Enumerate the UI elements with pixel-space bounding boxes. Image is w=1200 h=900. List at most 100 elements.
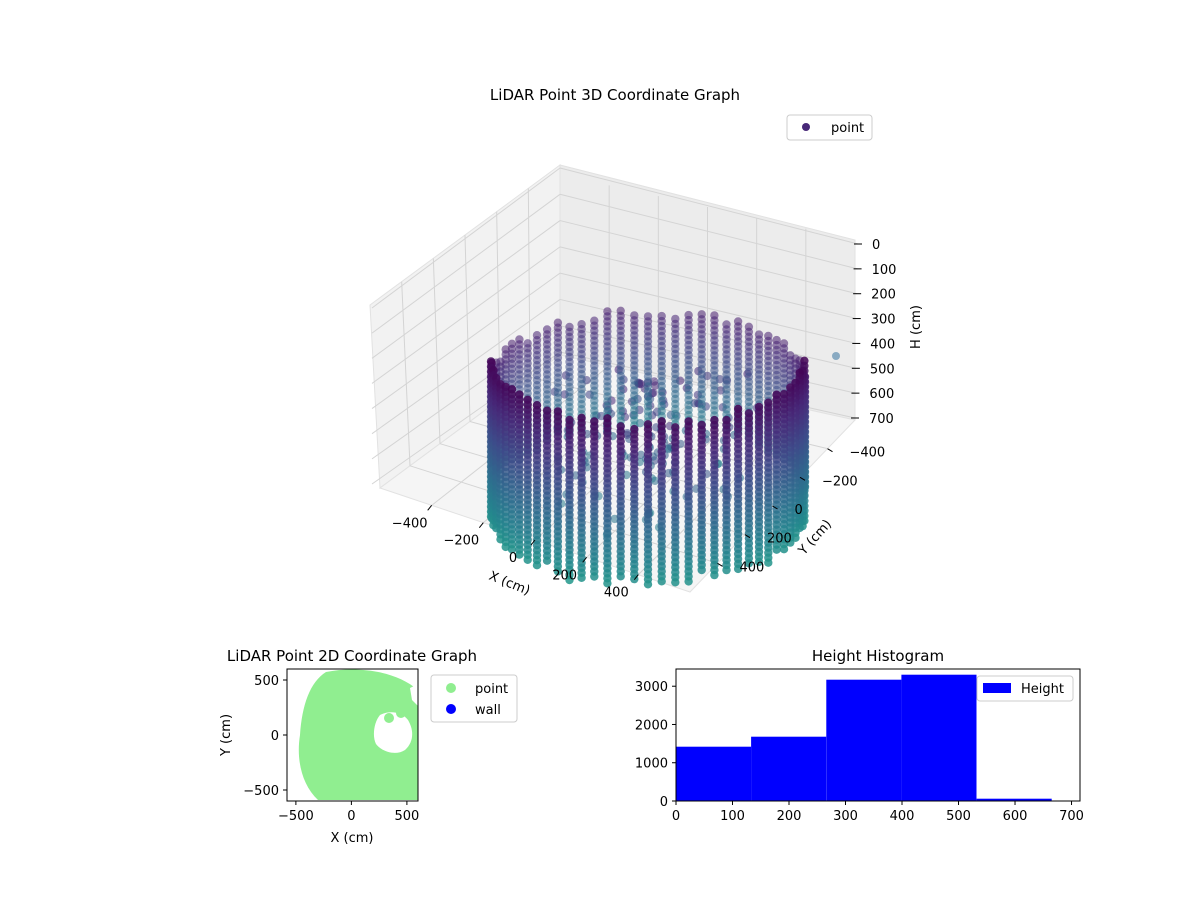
- plot3d-ytick-mark: [717, 562, 723, 567]
- plot-3d: LiDAR Point 3D Coordinate Graph point −4…: [369, 86, 924, 601]
- plot2d-ylabel: Y (cm): [219, 714, 234, 757]
- hist-legend-label: Height: [1021, 682, 1064, 697]
- hist-xtick-label: 0: [672, 809, 680, 824]
- plot2d-edge-notch: [410, 684, 418, 706]
- plot3d-ztick-label: 0: [872, 238, 880, 253]
- plot3d-title: LiDAR Point 3D Coordinate Graph: [490, 86, 740, 104]
- plot3d-point: [515, 550, 524, 559]
- hist-bars: [676, 674, 1052, 801]
- plot3d-point: [643, 580, 653, 589]
- plot3d-ztick-label: 200: [871, 288, 896, 303]
- hist-legend-swatch: [983, 683, 1011, 693]
- plot3d-grid-side-y: [432, 258, 441, 444]
- hist-title: Height Histogram: [812, 647, 944, 665]
- hist-bar: [826, 679, 902, 801]
- plot3d-point: [622, 430, 632, 439]
- plot3d-xtick-mark: [582, 557, 588, 563]
- hist-bar: [751, 736, 827, 801]
- plot2d-legend: point wall: [430, 674, 518, 723]
- plot3d-point: [664, 468, 673, 478]
- plot3d-grid-back-z: [559, 272, 857, 344]
- plot3d-ytick-label: 400: [740, 560, 765, 575]
- plot3d-point: [636, 450, 646, 459]
- plot3d-xtick-mark: [478, 522, 484, 528]
- plot3d-ytick-mark: [827, 448, 833, 453]
- plot3d-point: [657, 577, 666, 586]
- plot2d-ytick-label: 500: [254, 674, 279, 689]
- plot3d-xtick-label: −200: [443, 534, 479, 549]
- plot3d-ytick-mark: [799, 476, 806, 481]
- hist-bar: [976, 798, 1052, 801]
- plot2d-legend-marker-point: [446, 683, 456, 693]
- plot3d-point: [710, 570, 719, 580]
- plot3d-point: [577, 573, 586, 582]
- plot3d-legend: point: [786, 114, 873, 141]
- plot3d-point: [772, 545, 781, 554]
- plot3d-xtick-label: 400: [604, 586, 629, 601]
- plot3d-point: [616, 572, 625, 581]
- plot3d-ytick-mark: [772, 505, 778, 510]
- plot2d-point-cluster: [384, 713, 394, 723]
- plot3d-xtick-label: −400: [392, 516, 428, 531]
- plot3d-xtick-label: 0: [509, 551, 517, 566]
- plot3d-point: [507, 545, 517, 554]
- hist-bar: [901, 674, 977, 801]
- plot3d-ytick-label: −200: [822, 474, 858, 489]
- plot2d-point-cluster: [396, 708, 406, 718]
- plot2d-xlabel: X (cm): [331, 831, 374, 846]
- plot3d-point: [786, 538, 795, 547]
- plot3d-grid-back-z: [559, 167, 859, 245]
- plot3d-legend-marker-point: [802, 123, 810, 131]
- plot3d-grid-side-z: [371, 167, 561, 309]
- plot-2d: LiDAR Point 2D Coordinate Graph −500 0 500…: [219, 647, 518, 846]
- plot3d-point: [501, 542, 510, 552]
- plot3d-ytick-label: −400: [850, 446, 886, 461]
- plot2d-title: LiDAR Point 2D Coordinate Graph: [227, 647, 477, 665]
- plot3d-grid-back-z: [559, 246, 857, 320]
- hist-xtick-label: 500: [946, 809, 971, 824]
- plot3d-xtick-mark: [427, 505, 433, 511]
- plot3d-grid-side-z: [371, 246, 561, 384]
- hist-xtick-label: 100: [720, 809, 745, 824]
- plot3d-grid-back-z: [559, 193, 858, 270]
- hist-ytick-label: 2000: [635, 718, 668, 733]
- plot2d-ticks: −500 0 500 500 0 −500: [243, 674, 419, 824]
- plot2d-point-cloud: [298, 669, 418, 800]
- plot3d-point: [779, 545, 789, 554]
- plot2d-legend-label-wall: wall: [475, 703, 501, 718]
- histogram: Height Histogram 0 100 200 300 400 500 600 7000…: [635, 647, 1084, 824]
- hist-ticks: 0 100 200 300 400 500 600 700 0 1000 2000 3000: [635, 680, 1084, 824]
- plot3d-point: [649, 377, 659, 386]
- plot3d-ztick-label: 600: [869, 387, 894, 402]
- plot3d-grid-side-z: [371, 193, 561, 334]
- plot3d-point: [722, 565, 731, 575]
- plot3d-ytick-mark: [744, 534, 751, 539]
- plot3d-ticks: −400−20002004004002000−200−4000100200300…: [392, 238, 897, 601]
- plot3d-point: [523, 555, 532, 564]
- plot3d-point: [832, 352, 840, 360]
- plot3d-ztick-label: 700: [869, 412, 894, 427]
- plot2d-ytick-label: −500: [243, 784, 279, 799]
- hist-frame: [675, 668, 1081, 802]
- plot3d-grid-side-z: [371, 220, 561, 359]
- plot2d-xtick-label: 0: [347, 809, 355, 824]
- plot3d-point: [733, 564, 743, 574]
- plot3d-xtick-mark: [530, 539, 536, 546]
- plot3d-xtick-mark: [633, 574, 639, 580]
- plot3d-point: [553, 567, 563, 576]
- plot3d-point: [684, 577, 693, 586]
- plot3d-point: [697, 565, 706, 575]
- plot3d-ztick-label: 400: [870, 337, 895, 352]
- hist-xtick-label: 400: [890, 809, 915, 824]
- plot3d-ytick-label: 0: [795, 503, 803, 518]
- hist-ytick-label: 1000: [635, 757, 668, 772]
- plot3d-point: [764, 558, 773, 567]
- plot3d-legend-label-point: point: [831, 121, 864, 136]
- plot2d-legend-marker-wall: [446, 704, 456, 714]
- plot3d-point: [590, 572, 599, 581]
- plot2d-inner-void: [373, 712, 413, 753]
- plot3d-ytick-label: 200: [767, 532, 792, 547]
- plot3d-point: [754, 557, 764, 567]
- plot3d-grid-side-z: [371, 272, 561, 409]
